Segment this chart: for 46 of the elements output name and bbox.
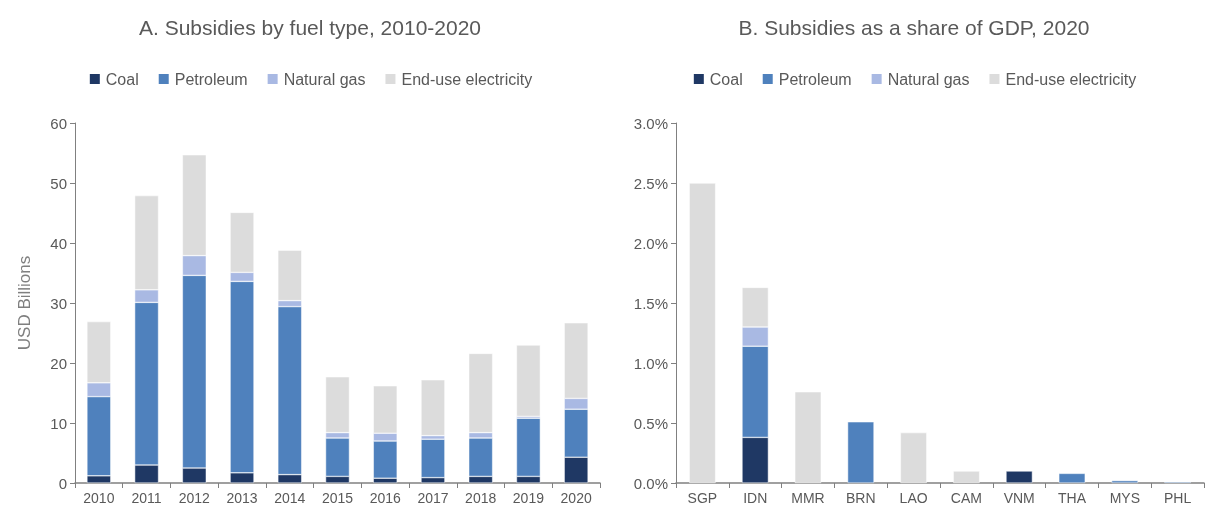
x-tick-label: MYS — [1109, 490, 1140, 506]
x-tick-label: 2018 — [465, 490, 497, 506]
x-tick-label: IDN — [743, 490, 768, 506]
legend-label: Natural gas — [887, 70, 970, 88]
x-tick-label: BRN — [846, 490, 876, 506]
y-tick-label: 3.0% — [633, 114, 668, 132]
legend-label: Petroleum — [174, 70, 248, 88]
legend-label: Coal — [709, 70, 743, 88]
x-tick-label: 2013 — [226, 490, 258, 506]
y-tick-label: 20 — [50, 354, 67, 372]
x-tick-label: THA — [1058, 490, 1087, 506]
y-tick-label: 2.5% — [633, 174, 668, 192]
chart-title: A. Subsidies by fuel type, 2010-2020 — [138, 16, 482, 39]
x-tick-label: 2016 — [369, 490, 402, 506]
legend-label: Coal — [105, 70, 139, 88]
x-tick-label: LAO — [899, 490, 928, 506]
y-tick-label: 1.5% — [633, 294, 668, 312]
y-tick-label: 10 — [50, 414, 67, 432]
y-tick-label: 1.0% — [633, 354, 668, 372]
x-tick-label: 2011 — [131, 490, 162, 506]
x-tick-label: CAM — [950, 490, 982, 506]
y-tick-label: 40 — [50, 234, 67, 252]
x-tick-label: 2017 — [417, 490, 449, 506]
x-tick-label: PHL — [1163, 490, 1192, 506]
legend-label: Natural gas — [283, 70, 366, 88]
y-tick-label: 50 — [50, 174, 67, 192]
x-tick-label: 2020 — [560, 490, 592, 506]
legend-label: End-use electricity — [401, 70, 533, 88]
x-tick-label: SGP — [687, 490, 718, 506]
y-tick-label: 0.5% — [633, 414, 668, 432]
chart-title: B. Subsidies as a share of GDP, 2020 — [738, 16, 1090, 39]
x-tick-label: 2014 — [274, 490, 306, 506]
x-tick-label: VNM — [1003, 490, 1035, 506]
x-tick-label: 2012 — [178, 490, 211, 506]
y-tick-label: 0.0% — [633, 474, 668, 492]
legend-label: Petroleum — [778, 70, 852, 88]
y-tick-label: 30 — [50, 294, 67, 312]
y-tick-label: 0 — [58, 474, 67, 492]
legend-label: End-use electricity — [1005, 70, 1137, 88]
x-tick-label: MMR — [791, 490, 825, 506]
y-axis-title: USD Billions — [15, 255, 34, 351]
x-tick-label: 2015 — [321, 490, 354, 506]
x-tick-label: 2010 — [83, 490, 115, 506]
y-tick-label: 60 — [50, 114, 67, 132]
x-tick-label: 2019 — [512, 490, 545, 506]
y-tick-label: 2.0% — [633, 234, 668, 252]
